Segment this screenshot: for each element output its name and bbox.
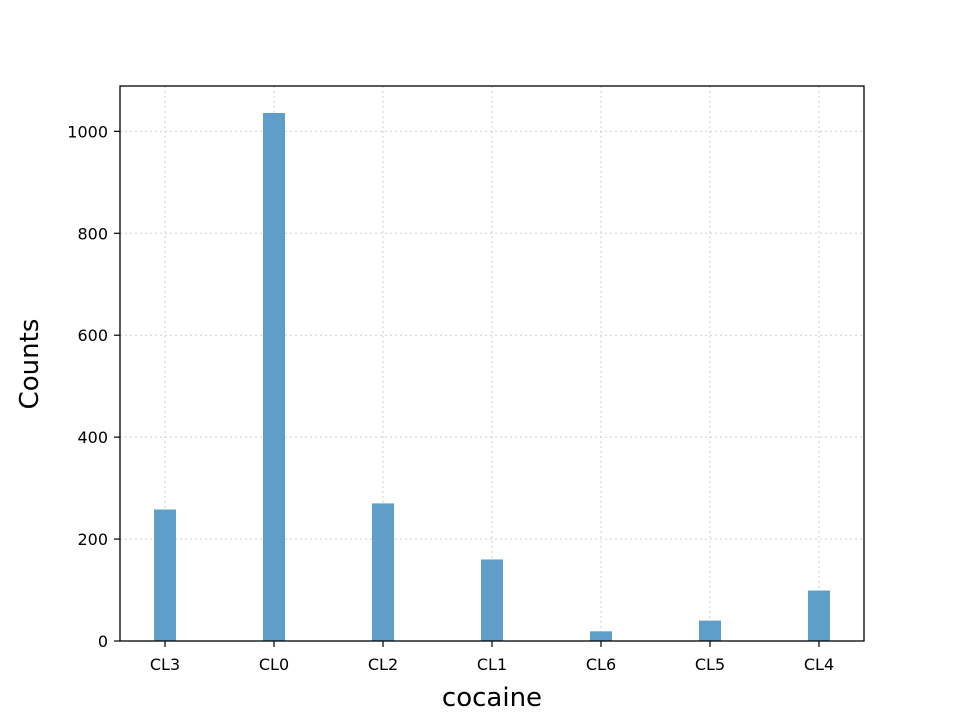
y-tick-label: 800 <box>77 224 108 243</box>
bar-cl3 <box>154 509 176 641</box>
y-tick-label: 0 <box>98 632 108 651</box>
bar-cl6 <box>590 631 612 641</box>
x-tick-label: CL3 <box>150 655 180 674</box>
bar-cl5 <box>699 620 721 641</box>
x-tick-label: CL4 <box>804 655 834 674</box>
y-tick-label: 400 <box>77 428 108 447</box>
bar-cl1 <box>481 559 503 641</box>
grid-lines <box>120 86 864 642</box>
bar-cl4 <box>808 590 830 641</box>
x-tick-label: CL6 <box>586 655 616 674</box>
bars <box>154 113 830 642</box>
y-tick-label: 200 <box>77 530 108 549</box>
x-tick-label: CL2 <box>368 655 398 674</box>
axis-ticks: CL3 CL0 CL2 CL1 CL6 CL5 CL4 0 200 400 600 800 1000 <box>67 122 834 674</box>
y-tick-label: 600 <box>77 326 108 345</box>
y-axis-label: Counts <box>15 319 45 410</box>
bar-cl2 <box>372 503 394 641</box>
x-tick-label: CL5 <box>695 655 725 674</box>
x-tick-label: CL0 <box>259 655 289 674</box>
y-tick-label: 1000 <box>67 122 108 141</box>
x-tick-label: CL1 <box>477 655 507 674</box>
bar-cl0 <box>263 113 285 642</box>
x-axis-label: cocaine <box>442 683 542 713</box>
